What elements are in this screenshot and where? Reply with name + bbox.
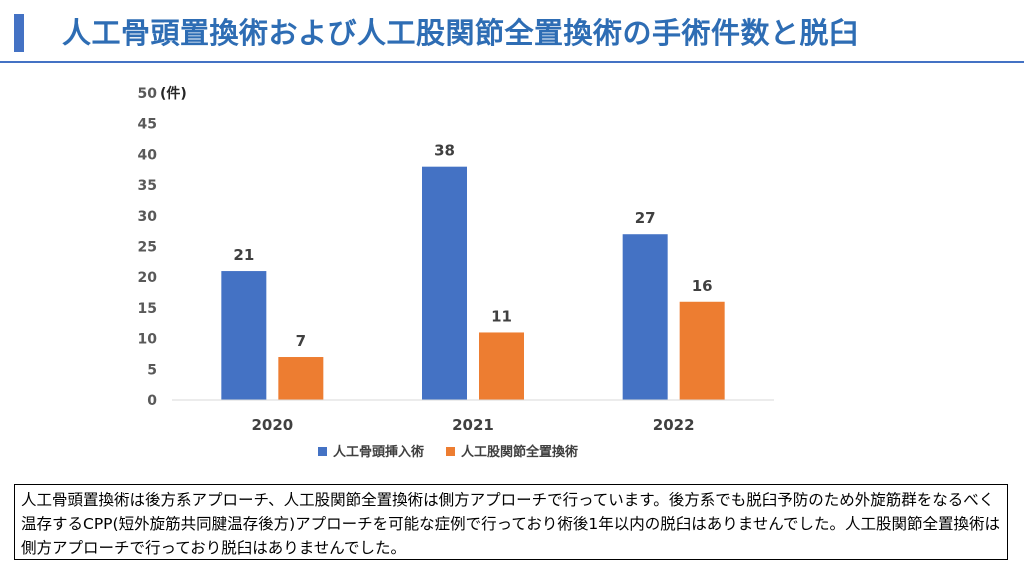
title-accent-bar bbox=[14, 14, 24, 52]
y-tick-label: 5 bbox=[147, 362, 157, 378]
legend-label: 人工骨頭挿入術 bbox=[333, 444, 424, 460]
legend-label: 人工股関節全置換術 bbox=[461, 444, 578, 460]
data-label: 11 bbox=[491, 307, 512, 325]
data-label: 38 bbox=[434, 142, 455, 160]
page-title: 人工骨頭置換術および人工股関節全置換術の手術件数と脱臼 bbox=[62, 16, 859, 50]
bar bbox=[479, 332, 524, 400]
y-tick-label: 30 bbox=[138, 209, 158, 225]
bar bbox=[622, 234, 668, 400]
x-tick-label: 2022 bbox=[653, 416, 695, 434]
x-axis: 2020 2021 2022 bbox=[172, 399, 774, 434]
data-label: 7 bbox=[296, 332, 306, 350]
data-label: 16 bbox=[692, 277, 713, 295]
y-tick-label: 20 bbox=[138, 270, 158, 286]
data-label: 21 bbox=[233, 246, 254, 264]
y-axis-unit: (件) bbox=[160, 85, 187, 102]
y-tick-label: 45 bbox=[138, 117, 157, 133]
legend: 人工骨頭挿入術 人工股関節全置換術 bbox=[318, 444, 578, 460]
y-tick-label: 10 bbox=[138, 332, 158, 348]
bar bbox=[422, 166, 467, 400]
y-tick-label: 0 bbox=[147, 393, 157, 409]
bars: 21 7 38 11 27 16 bbox=[221, 142, 725, 400]
header: 人工骨頭置換術および人工股関節全置換術の手術件数と脱臼 bbox=[0, 0, 1024, 64]
bar bbox=[679, 301, 725, 400]
bar-chart: 0 5 10 15 20 25 30 35 40 45 50 (件) 21 7 38 11 27 16 2020… bbox=[138, 85, 774, 460]
y-tick-label: 15 bbox=[138, 301, 157, 317]
x-tick-label: 2021 bbox=[452, 416, 494, 434]
x-tick-label: 2020 bbox=[251, 416, 293, 434]
y-tick-label: 40 bbox=[138, 147, 158, 163]
y-tick-label: 50 bbox=[138, 86, 158, 102]
data-label: 27 bbox=[635, 209, 656, 227]
legend-swatch bbox=[446, 447, 455, 456]
y-tick-label: 25 bbox=[138, 240, 157, 256]
bar bbox=[221, 271, 267, 400]
bar bbox=[278, 357, 324, 400]
explanation-note: 人工骨頭置換術は後方系アプローチ、人工股関節全置換術は側方アプローチで行っていま… bbox=[14, 484, 1008, 560]
y-tick-label: 35 bbox=[138, 178, 157, 194]
header-divider bbox=[0, 61, 1024, 63]
legend-swatch bbox=[318, 447, 327, 456]
y-axis: 0 5 10 15 20 25 30 35 40 45 50 (件) bbox=[138, 85, 187, 409]
